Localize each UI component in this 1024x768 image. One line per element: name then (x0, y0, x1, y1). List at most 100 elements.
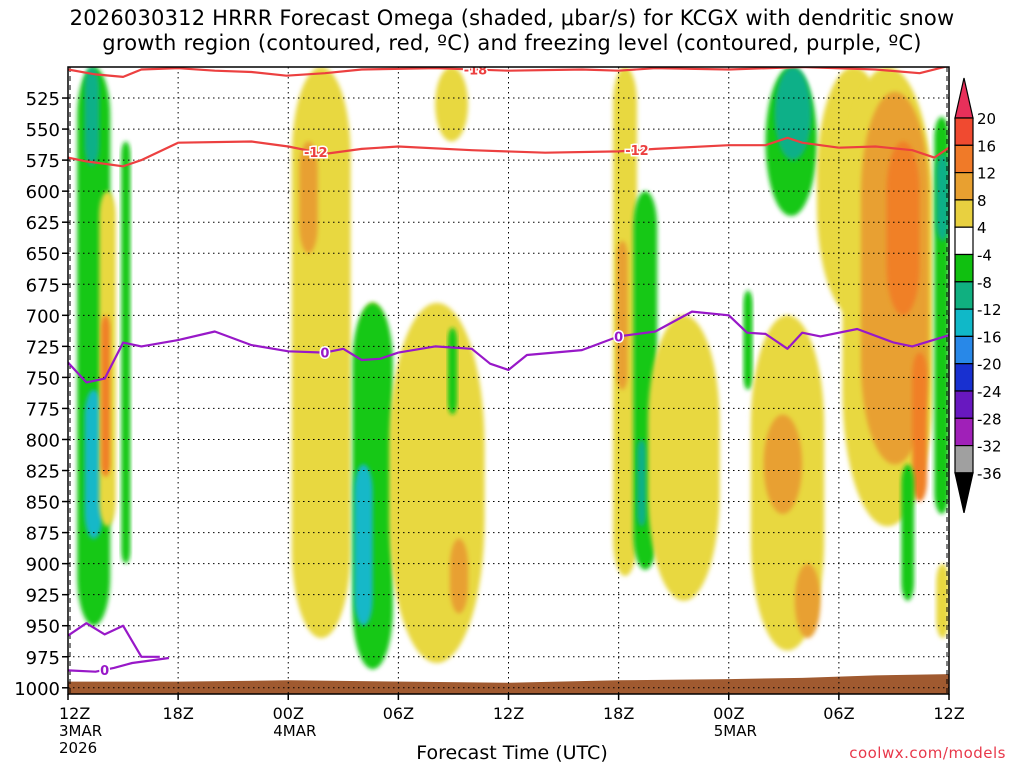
y-tick-label: 875 (26, 524, 60, 545)
x-tick-label: 06Z (823, 704, 854, 723)
contour-label: 0 (320, 347, 329, 362)
colorbar-swatch (954, 308, 974, 338)
y-tick-label: 600 (26, 182, 60, 203)
omega-shading (77, 67, 949, 670)
x-tick-date: 4MAR (273, 722, 316, 740)
colorbar-label: 4 (977, 219, 987, 237)
omega-region-green (121, 141, 131, 564)
contour-freezing-level (68, 310, 949, 384)
omega-region-orange (101, 315, 111, 477)
chart-title-line1: 2026030312 HRRR Forecast Omega (shaded, … (69, 6, 955, 30)
colorbar-swatch (954, 390, 974, 419)
x-axis-label: Forecast Time (UTC) (416, 742, 608, 764)
colorbar-label: -8 (977, 274, 992, 292)
omega-region-goldenrod (616, 240, 628, 390)
y-tick-label: 900 (26, 555, 60, 576)
x-tick-label: 00Z (273, 704, 304, 723)
omega-region-goldenrod (449, 538, 469, 614)
x-tick-date: 3MAR (59, 722, 102, 740)
terrain-layer (68, 674, 949, 694)
colorbar-swatch (954, 335, 974, 365)
x-tick-date: 5MAR (714, 722, 757, 740)
contour-freezing-level-surface (68, 622, 160, 658)
colorbar-swatch (954, 199, 974, 228)
omega-region-goldenrod (763, 414, 803, 514)
omega-region-cyan (354, 464, 373, 626)
y-tick-label: 525 (26, 89, 60, 110)
colorbar-top-arrow (954, 77, 974, 119)
colorbar-label: 12 (977, 165, 996, 183)
contour-label: -18 (464, 64, 488, 79)
credit-text[interactable]: coolwx.com/models (849, 744, 1006, 762)
colorbar-swatch (954, 117, 974, 146)
colorbar-label: -36 (977, 465, 1002, 483)
colorbar-label: -28 (977, 410, 1002, 428)
x-tick-label: 06Z (383, 704, 414, 723)
colorbar-swatch (954, 445, 974, 474)
colorbar-bottom-arrow (954, 472, 974, 514)
x-tick-label: 12Z (493, 704, 524, 723)
x-tick-label: 12Z (933, 704, 964, 723)
y-tick-label: 850 (26, 493, 60, 514)
omega-region-green (743, 290, 753, 390)
omega-region-yellow (435, 67, 469, 142)
y-tick-label: 550 (26, 120, 60, 141)
contour-label: 0 (614, 330, 623, 345)
omega-region-orange (886, 141, 920, 316)
omega-region-teal (774, 67, 812, 161)
omega-region-yellow (936, 563, 949, 639)
y-tick-label: 775 (26, 399, 60, 420)
omega-region-yellow (389, 302, 485, 663)
colorbar: 20 16 12 8 4 -4 -8 -12 -16 -20 -24 -28 -32 -36 (954, 77, 1002, 514)
y-tick-label: 725 (26, 337, 60, 358)
y-tick-label: 750 (26, 368, 60, 389)
y-tick-label: 925 (26, 586, 60, 607)
contour-label: -12 (625, 144, 649, 159)
colorbar-label: -16 (977, 328, 1002, 346)
y-tick-label: 575 (26, 151, 60, 172)
x-tick-label: 12Z (59, 704, 90, 723)
colorbar-label: 20 (977, 110, 996, 128)
colorbar-label: 8 (977, 192, 987, 210)
y-tick-label: 825 (26, 462, 60, 483)
contour-freezing-level-near-surface (68, 656, 170, 673)
colorbar-label: -12 (977, 301, 1002, 319)
contour-dgz-minus12 (68, 136, 949, 168)
colorbar-label: -32 (977, 438, 1002, 456)
y-tick-label: 1000 (14, 679, 60, 700)
colorbar-swatch (954, 281, 974, 310)
x-tick-label: 18Z (162, 704, 193, 723)
y-tick-label: 950 (26, 617, 60, 638)
omega-region-goldenrod (299, 141, 318, 254)
omega-region-orange (912, 352, 927, 502)
contour-label: 0 (100, 664, 109, 679)
contour-lines: -18 -12 -12 0 0 0 (68, 64, 949, 680)
x-tick-year: 2026 (59, 739, 97, 757)
omega-region-teal (637, 439, 647, 527)
contour-label: -12 (304, 146, 328, 161)
colorbar-label: -24 (977, 383, 1002, 401)
colorbar-label: 16 (977, 137, 996, 155)
colorbar-label: -4 (977, 247, 992, 265)
colorbar-swatch (954, 144, 974, 174)
x-tick-label: 00Z (713, 704, 744, 723)
omega-region-green (447, 327, 458, 415)
y-tick-label: 800 (26, 430, 60, 451)
grid-lines (68, 67, 949, 694)
y-tick-label: 675 (26, 275, 60, 296)
chart-title-line2: growth region (contoured, red, ºC) and f… (102, 31, 922, 55)
y-tick-label: 625 (26, 213, 60, 234)
x-tick-label: 18Z (603, 704, 634, 723)
omega-region-green (901, 464, 915, 601)
colorbar-swatch (954, 417, 974, 447)
omega-region-yellow (648, 315, 720, 601)
colorbar-label: -20 (977, 356, 1002, 374)
y-axis: 525 550 575 600 625 650 675 700 725 750 775 800 825 8… (14, 89, 68, 700)
y-tick-label: 700 (26, 306, 60, 327)
colorbar-swatch (954, 226, 974, 256)
colorbar-swatch (954, 253, 974, 283)
colorbar-swatch (954, 172, 974, 201)
y-tick-label: 650 (26, 244, 60, 265)
